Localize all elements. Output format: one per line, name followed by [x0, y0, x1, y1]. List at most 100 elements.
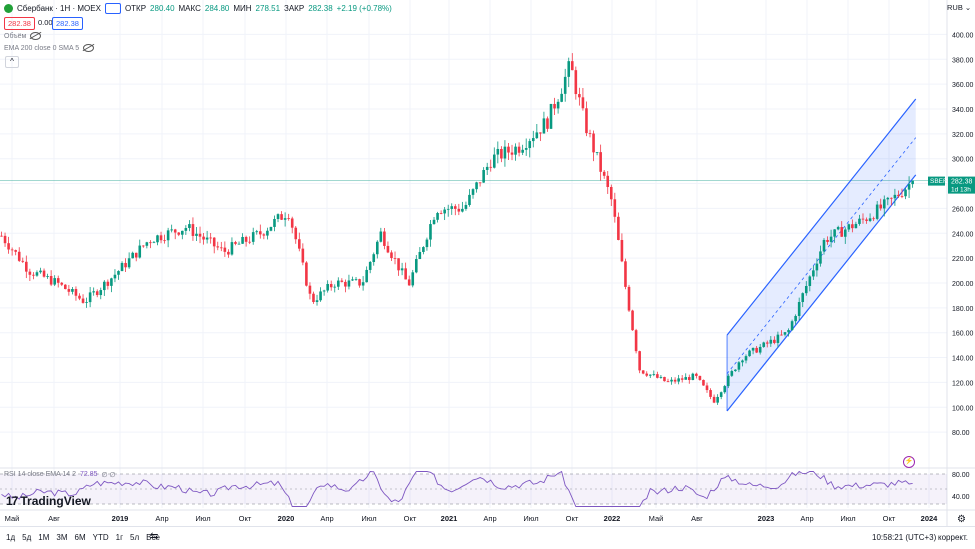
hidden-eye-icon[interactable] — [83, 44, 95, 52]
candle — [202, 232, 205, 245]
candle — [315, 294, 319, 306]
rsi-line — [1, 470, 913, 507]
candle-body — [241, 236, 244, 244]
candle-body — [712, 396, 716, 403]
candle-body — [744, 356, 748, 361]
range-button-7[interactable]: 5л — [130, 533, 140, 542]
candle — [103, 280, 106, 296]
volume-indicator[interactable]: Объём — [4, 32, 42, 40]
range-button-2[interactable]: 1М — [38, 533, 50, 542]
candle — [613, 192, 617, 223]
range-button-3[interactable]: 3М — [56, 533, 68, 542]
candle — [312, 291, 315, 304]
range-button-8[interactable]: Все — [146, 533, 160, 542]
candle — [726, 373, 730, 389]
price-tick-label: 200.00 — [952, 281, 974, 288]
candle — [262, 233, 266, 240]
candle-body — [609, 187, 613, 200]
range-button-1[interactable]: 5д — [22, 533, 32, 542]
market-status-icon — [104, 3, 121, 14]
rsi-label: RSI 14 close EMA 14 2 — [4, 471, 76, 478]
candle — [443, 207, 446, 221]
candle — [71, 287, 74, 295]
candle — [414, 255, 418, 274]
candle-body — [81, 298, 85, 303]
candle — [535, 123, 539, 140]
candle-body — [42, 270, 46, 277]
candle-body — [872, 218, 875, 220]
candle-body — [602, 171, 606, 176]
candle-body — [237, 243, 241, 245]
time-axis[interactable]: Май Авг 2019 Апр Июл Окт 2020 Апр Июл Окт 2021 Апр И… — [0, 509, 975, 523]
settings-gear-icon[interactable]: ⚙ — [957, 514, 966, 525]
candle — [507, 143, 510, 161]
price-tick-label: 300.00 — [952, 157, 974, 164]
candle — [765, 340, 769, 348]
candle-body — [134, 252, 138, 258]
candle — [900, 188, 904, 199]
candle-body — [652, 374, 656, 375]
candle — [301, 243, 305, 266]
ema-indicator[interactable]: EMA 200 close 0 SMA 5 — [4, 44, 95, 52]
candle — [794, 314, 797, 325]
sell-price[interactable]: 282.38 — [4, 17, 35, 30]
collapse-legend-button[interactable]: ^ — [5, 56, 19, 68]
channel-lower — [726, 174, 917, 412]
candle — [744, 354, 748, 364]
candle-body — [751, 347, 755, 351]
range-button-0[interactable]: 1д — [6, 533, 16, 542]
candle-body — [787, 330, 790, 333]
candle — [145, 241, 149, 249]
candle-body — [244, 236, 248, 242]
candle-body — [202, 236, 205, 240]
candle — [159, 231, 163, 244]
candle — [393, 251, 397, 265]
candle — [492, 147, 496, 169]
candle — [404, 262, 407, 280]
range-button-4[interactable]: 6М — [74, 533, 86, 542]
candle — [340, 278, 344, 283]
candle-body — [149, 242, 152, 244]
candle-body — [92, 291, 95, 293]
candle-body — [656, 374, 659, 378]
flash-icon[interactable]: ⚡ — [903, 456, 915, 468]
price-axis[interactable]: 400.00380.00360.00340.00320.00300.00280.… — [946, 0, 974, 526]
range-button-5[interactable]: YTD — [92, 533, 109, 542]
time-tick-label: Окт — [239, 514, 252, 523]
time-tick-label: Май — [649, 514, 664, 523]
candle — [251, 227, 255, 245]
candle — [237, 241, 241, 245]
adjustment-toggle[interactable]: коррект. — [938, 533, 968, 542]
low-value: 278.51 — [255, 4, 281, 13]
range-button-6[interactable]: 1г — [115, 533, 123, 542]
candle-body — [631, 310, 634, 331]
time-tick-label: Окт — [566, 514, 579, 523]
candle-body — [507, 146, 510, 153]
buy-price[interactable]: 282.38 — [52, 17, 83, 30]
candle-body — [273, 219, 276, 227]
candle-body — [216, 246, 220, 248]
candle — [53, 275, 56, 287]
candle — [276, 213, 280, 223]
candle-body — [287, 218, 290, 219]
candle-body — [588, 133, 592, 134]
candle — [840, 221, 844, 237]
candle-body — [581, 97, 585, 109]
candle — [305, 261, 308, 287]
change-value: +2.19 (+0.78%) — [336, 4, 392, 13]
calendar-range-icon[interactable]: ⇆ — [150, 531, 159, 542]
symbol-title[interactable]: Сбербанк · 1Н · MOEX — [17, 4, 101, 13]
currency-selector[interactable]: RUB ⌄ — [947, 3, 972, 12]
candle-body — [191, 224, 195, 236]
tradingview-logo[interactable]: 17 TradingView — [6, 494, 91, 508]
candle-body — [833, 229, 836, 237]
candle-body — [329, 284, 333, 288]
clock[interactable]: 10:58:21 (UTC+3) — [872, 533, 937, 542]
candle — [588, 129, 592, 138]
hidden-eye-icon[interactable] — [30, 32, 42, 40]
rsi-legend: RSI 14 close EMA 14 2 72.85 ∅ ∅ — [4, 471, 116, 479]
rsi-band — [0, 474, 947, 504]
candle — [553, 97, 556, 115]
candle — [106, 279, 110, 290]
